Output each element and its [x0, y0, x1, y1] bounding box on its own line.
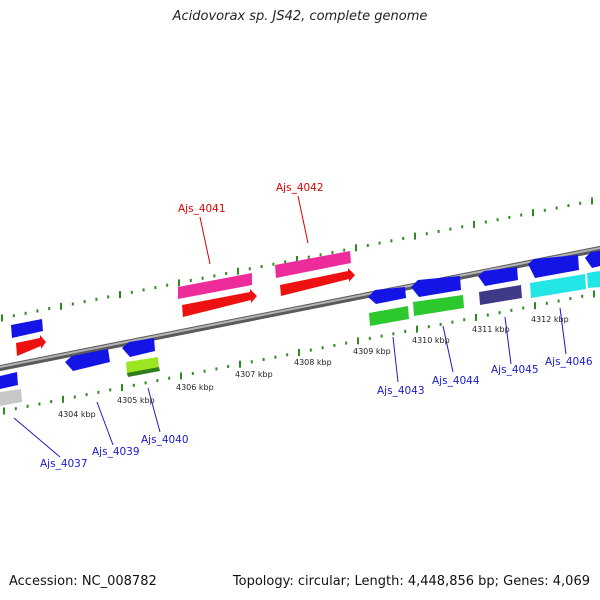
- feature-blue-r1: [0, 372, 18, 389]
- gene-label-ajs-4040: Ajs_4040: [141, 434, 189, 446]
- gene-label-ajs-4046: Ajs_4046: [545, 356, 593, 368]
- feature-blue-r3: [122, 338, 155, 357]
- feature-pink-2: [275, 251, 351, 278]
- gene-ajs-4042: [280, 268, 355, 296]
- scale-label: 4308 kbp: [294, 358, 332, 367]
- feature-red-left: [16, 335, 46, 356]
- leader-ajs-4037: [13, 417, 61, 458]
- gene-label-ajs-4042: Ajs_4042: [276, 182, 324, 194]
- leader-ajs-4039: [96, 401, 114, 446]
- map-title: Acidovorax sp. JS42, complete genome: [172, 9, 428, 24]
- genome-summary-text: Topology: circular; Length: 4,448,856 bp…: [232, 574, 590, 589]
- scale-label: 4312 kbp: [531, 315, 569, 324]
- gene-labels: Ajs_4041 Ajs_4042 Ajs_4037 Ajs_4039 Ajs_…: [40, 182, 593, 470]
- gene-label-ajs-4041: Ajs_4041: [178, 203, 226, 215]
- gene-label-ajs-4045: Ajs_4045: [491, 364, 539, 376]
- gene-ajs-4037: [0, 389, 22, 406]
- scale-label: 4309 kbp: [353, 347, 391, 356]
- scale-label: 4310 kbp: [412, 336, 450, 345]
- scale-label: 4307 kbp: [235, 370, 273, 379]
- gene-ajs-4041: [182, 289, 257, 317]
- gene-ajs-4045: [479, 285, 522, 305]
- scale-label: 4305 kbp: [117, 396, 155, 405]
- scale-label: 4306 kbp: [176, 383, 214, 392]
- feature-blue-f6: [585, 251, 600, 268]
- gene-ajs-4043: [369, 306, 409, 326]
- gene-label-ajs-4037: Ajs_4037: [40, 458, 88, 470]
- gene-ajs-4046-b: [587, 271, 600, 288]
- scale-label: 4304 kbp: [58, 410, 96, 419]
- gene-features: [0, 251, 600, 406]
- leader-ajs-4041: [199, 216, 211, 265]
- feature-blue-f3: [411, 276, 461, 297]
- leader-ajs-4040: [147, 387, 161, 433]
- leader-ajs-4043: [392, 336, 399, 383]
- feature-blue-f2: [368, 287, 406, 304]
- gene-label-ajs-4039: Ajs_4039: [92, 446, 140, 458]
- accession-text: Accession: NC_008782: [9, 574, 157, 589]
- feature-blue-f1: [11, 319, 43, 338]
- feature-pink-1: [178, 273, 252, 299]
- genome-backbone: [0, 245, 600, 372]
- gene-label-ajs-4043: Ajs_4043: [377, 385, 425, 397]
- feature-blue-f4: [478, 267, 518, 286]
- leader-lines: [13, 195, 567, 458]
- scale-ticks-upper: [1, 197, 593, 322]
- scale-labels: 4304 kbp 4305 kbp 4306 kbp 4307 kbp 4308…: [58, 315, 569, 419]
- leader-ajs-4042: [297, 195, 309, 244]
- leader-ajs-4044: [442, 325, 454, 373]
- gene-ajs-4039: [65, 349, 110, 371]
- gene-ajs-4044: [413, 295, 464, 316]
- gene-ajs-4046: [530, 274, 586, 298]
- gene-label-ajs-4044: Ajs_4044: [432, 375, 480, 387]
- scale-label: 4311 kbp: [472, 325, 510, 334]
- feature-blue-f5: [528, 255, 579, 278]
- scale-ticks-lower: [3, 290, 595, 415]
- gene-ajs-4040-shadow: [127, 367, 160, 377]
- leader-ajs-4045: [504, 316, 512, 365]
- leader-ajs-4046: [559, 307, 567, 355]
